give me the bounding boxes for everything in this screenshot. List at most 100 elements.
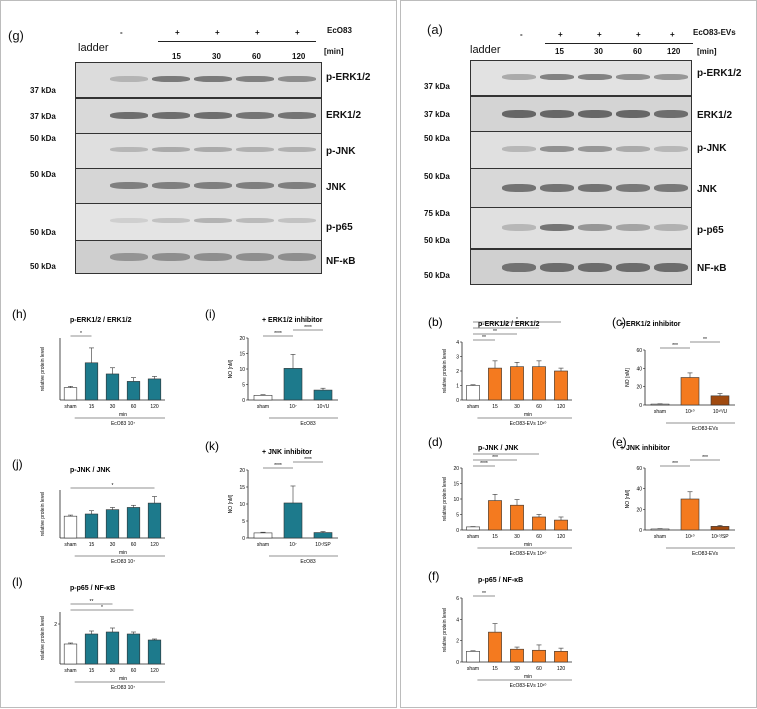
protein-band	[152, 76, 190, 82]
treatment-sign: +	[670, 30, 675, 39]
bar	[63, 643, 78, 665]
treatment-sign: +	[215, 28, 220, 37]
bar	[532, 366, 546, 401]
y-axis-label: relative protein level	[442, 608, 448, 652]
x-tick-label: 15	[492, 534, 498, 540]
bar	[283, 368, 303, 401]
y-tick-label: 40	[636, 366, 642, 372]
protein-band	[194, 76, 232, 82]
kda-marker: 37 kDa	[424, 110, 450, 119]
bar	[650, 403, 670, 406]
bar	[253, 532, 273, 539]
protein-band	[278, 218, 316, 223]
protein-band	[616, 224, 650, 231]
protein-band	[236, 112, 274, 119]
x-tick-label: 30	[110, 404, 116, 410]
x-tick-label: 120	[557, 534, 566, 540]
protein-band	[654, 184, 688, 192]
bar	[313, 389, 333, 401]
panel-letter-g: (g)	[8, 28, 24, 43]
treatment-sign: +	[255, 28, 260, 37]
panel-letter: (j)	[12, 457, 23, 471]
unit-label-right: [min]	[697, 47, 717, 56]
x-tick-label: 60	[536, 666, 542, 672]
protein-band	[502, 74, 536, 80]
protein-band	[540, 74, 574, 80]
time-label: 120	[292, 52, 306, 61]
protein-band	[540, 184, 574, 192]
protein-band	[236, 76, 274, 82]
y-tick-label: 20	[239, 336, 245, 342]
x-tick-label: sham	[467, 666, 479, 672]
x-tick-label: 10¹⁰/U	[713, 409, 728, 415]
treatment-sign: +	[597, 30, 602, 39]
y-axis-label: relative protein level	[40, 616, 46, 660]
kda-marker: 37 kDa	[424, 82, 450, 91]
bar	[147, 378, 162, 401]
kda-marker: 50 kDa	[424, 236, 450, 245]
protein-band	[110, 253, 148, 261]
y-tick-label: 0	[639, 528, 642, 534]
panel-letter: (k)	[205, 439, 219, 453]
x-axis-label: min	[524, 412, 532, 418]
panel-letter: (d)	[428, 435, 443, 449]
significance-label: *	[112, 483, 114, 489]
x-axis-label: min	[119, 412, 127, 418]
chart-title: p-p65 / NF-κB	[70, 585, 115, 592]
bar	[710, 395, 730, 406]
x-tick-label: 15	[492, 404, 498, 410]
kda-marker: 50 kDa	[424, 172, 450, 181]
panel-letter: (h)	[12, 307, 27, 321]
bar	[466, 385, 480, 401]
treatment-sign: +	[295, 28, 300, 37]
group-label: EcO83	[300, 421, 316, 427]
significance-label: *	[505, 449, 507, 455]
y-tick-label: 15	[453, 482, 459, 488]
chart-title: p-JNK / JNK	[478, 445, 518, 452]
bar	[126, 633, 141, 665]
protein-band	[194, 253, 232, 261]
x-tick-label: 30	[514, 534, 520, 540]
panel-letter: (f)	[428, 569, 439, 583]
y-axis-label: relative protein level	[40, 492, 46, 536]
significance-label: **	[493, 329, 497, 335]
x-tick-label: 10¹⁰	[685, 534, 694, 540]
y-axis-label: relative protein level	[40, 347, 46, 391]
significance-label: *	[101, 605, 103, 611]
y-tick-label: 0	[456, 398, 459, 404]
x-tick-label: sham	[64, 404, 76, 410]
x-tick-label: sham	[64, 542, 76, 548]
y-tick-label: 20	[636, 507, 642, 513]
panel-letter: (b)	[428, 315, 443, 329]
protein-band	[152, 253, 190, 261]
bar	[63, 387, 78, 401]
ladder-label-right: ladder	[470, 44, 501, 56]
bar	[510, 366, 524, 401]
protein-label: JNK	[326, 182, 347, 193]
y-tick-label: 5	[242, 383, 245, 389]
y-axis-label: NO [nM]	[625, 489, 631, 508]
x-tick-label: 30	[110, 668, 116, 674]
x-tick-label: 120	[150, 404, 159, 410]
time-label: 15	[172, 52, 181, 61]
significance-label: **	[504, 323, 508, 329]
x-axis-label: min	[119, 550, 127, 556]
group-label: EcO83-EVs 10¹⁰	[510, 551, 547, 557]
bar	[488, 367, 502, 401]
protein-label: p-ERK1/2	[697, 68, 742, 79]
protein-band	[616, 146, 650, 152]
y-tick-label: 10	[239, 502, 245, 508]
protein-band	[278, 182, 316, 189]
group-label: EcO83	[300, 559, 316, 565]
x-tick-label: sham	[257, 542, 269, 548]
x-tick-label: 30	[514, 666, 520, 672]
protein-band	[110, 182, 148, 189]
significance-label: ****	[274, 331, 282, 337]
group-label: EcO83-EVs	[692, 551, 719, 557]
time-underline-left	[158, 41, 316, 42]
treatment-sign: +	[636, 30, 641, 39]
y-tick-label: 60	[636, 466, 642, 472]
x-tick-label: 60	[536, 404, 542, 410]
x-tick-label: 120	[150, 542, 159, 548]
x-tick-label: 10⁷	[289, 404, 297, 410]
